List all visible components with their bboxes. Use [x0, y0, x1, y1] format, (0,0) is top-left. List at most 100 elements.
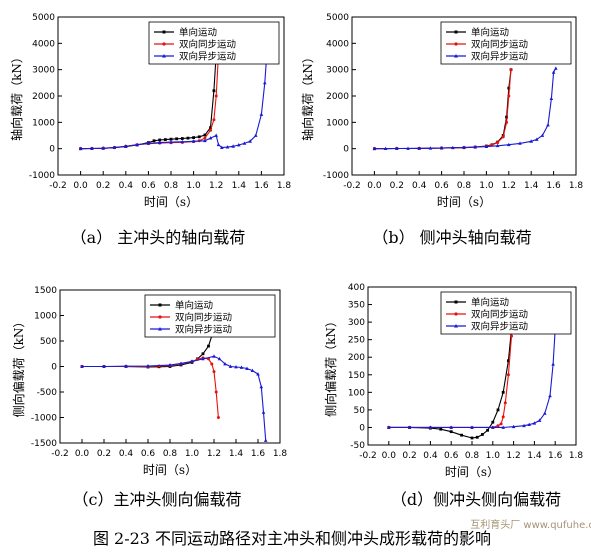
data-point — [501, 135, 505, 139]
data-point — [509, 68, 513, 72]
chart-a: -0.2 0.0 0.2 0.4 0.6 0.8 1.0 1.2 1.4 1.6 1.8 -1000 0… — [9, 13, 291, 209]
data-point — [256, 372, 260, 376]
data-point — [203, 138, 207, 143]
data-point — [543, 411, 547, 415]
data-point — [481, 433, 484, 436]
y-tick-label: 200 — [348, 353, 365, 363]
x-tick-label: 1.8 — [569, 181, 584, 191]
y-tick-label: 5000 — [32, 13, 55, 23]
caption-c: （c）主冲头侧向偏载荷 — [73, 490, 242, 509]
legend-marker — [158, 303, 162, 307]
data-point — [146, 363, 150, 368]
x-tick-label: 1.4 — [232, 181, 247, 191]
legend-box — [144, 294, 276, 338]
data-point — [214, 94, 218, 98]
series-line — [82, 355, 267, 441]
legend-marker — [162, 30, 166, 34]
data-point — [505, 120, 509, 124]
data-point — [203, 136, 207, 140]
data-point — [527, 422, 531, 427]
legend-marker — [454, 54, 458, 58]
data-point — [102, 364, 106, 368]
data-point — [152, 139, 156, 143]
legend-label: 双向同步运动 — [179, 39, 236, 51]
legend-label: 双向同步运动 — [471, 39, 528, 51]
legend-marker — [454, 30, 458, 34]
x-tick-label: 0.0 — [367, 181, 382, 191]
x-axis-label: 时间（s） — [445, 465, 499, 479]
data-point — [245, 366, 249, 370]
x-tick-label: 0.4 — [423, 451, 438, 461]
data-point — [214, 133, 218, 137]
y-tick-label: -1000 — [323, 171, 349, 181]
data-point — [192, 136, 195, 140]
x-axis-label: 时间（s） — [437, 195, 491, 209]
data-point — [169, 140, 173, 144]
y-tick-label: 50 — [354, 406, 366, 416]
data-point — [80, 364, 84, 368]
data-point — [496, 424, 500, 428]
data-point — [203, 133, 207, 137]
data-point — [407, 425, 412, 429]
data-point — [462, 145, 466, 149]
x-tick-label: 0.8 — [164, 181, 179, 191]
data-point — [146, 141, 151, 145]
data-point — [263, 438, 268, 442]
data-point — [90, 146, 94, 150]
series-line — [388, 315, 515, 439]
data-point — [511, 424, 516, 429]
x-tick-label: -0.2 — [359, 451, 377, 461]
y-tick-label: 250 — [348, 336, 365, 346]
data-point — [163, 138, 167, 141]
data-point — [428, 425, 433, 429]
series-line — [80, 51, 268, 150]
y-tick-label: 4000 — [326, 39, 349, 49]
y-tick-label: -1000 — [31, 414, 57, 424]
y-tick-label: 0 — [49, 145, 55, 155]
data-point — [535, 137, 539, 141]
chart-c: -0.2 0.0 0.2 0.4 0.6 0.8 1.0 1.2 1.4 1.6 1.8 -1500 -… — [11, 286, 287, 477]
data-point — [486, 428, 489, 432]
data-point — [124, 364, 128, 368]
data-point — [507, 359, 510, 363]
y-tick-label: 1000 — [32, 118, 55, 128]
x-tick-label: -0.2 — [51, 449, 69, 459]
x-tick-label: 1.8 — [569, 451, 584, 461]
data-point — [387, 425, 391, 429]
x-tick-label: 1.4 — [229, 449, 244, 459]
data-point — [529, 139, 533, 143]
data-point — [216, 142, 221, 147]
x-tick-label: 1.4 — [524, 181, 539, 191]
data-point — [191, 139, 196, 143]
data-point — [101, 146, 105, 150]
data-point — [248, 139, 252, 143]
y-tick-label: 5000 — [326, 13, 349, 23]
x-tick-label: 0.6 — [434, 181, 449, 191]
x-tick-label: 0.8 — [163, 449, 178, 459]
data-point — [507, 86, 511, 90]
data-point — [261, 410, 266, 414]
x-tick-label: 0.6 — [141, 449, 156, 459]
data-point — [554, 66, 558, 70]
legend-marker — [158, 315, 162, 319]
x-tick-label: 1.2 — [209, 181, 223, 191]
x-axis-label: 时间（s） — [143, 463, 197, 477]
data-point — [197, 135, 201, 139]
x-tick-label: 1.0 — [479, 181, 494, 191]
x-tick-label: 1.4 — [527, 451, 542, 461]
data-point — [259, 112, 264, 116]
legend-marker — [454, 42, 458, 46]
caption-d: （d）侧冲头侧向偏载荷 — [391, 490, 561, 509]
y-axis-label: 轴向载荷（kN） — [300, 51, 315, 141]
legend-label: 双向异步运动 — [175, 324, 232, 336]
data-point — [190, 359, 194, 363]
data-point — [470, 436, 474, 440]
x-tick-label: 1.0 — [186, 181, 201, 191]
data-point — [179, 361, 183, 365]
data-point — [78, 146, 83, 151]
x-axis-label: 时间（s） — [144, 195, 198, 209]
data-point — [406, 146, 410, 150]
x-tick-label: 1.2 — [207, 449, 221, 459]
y-tick-label: 1000 — [326, 118, 349, 128]
